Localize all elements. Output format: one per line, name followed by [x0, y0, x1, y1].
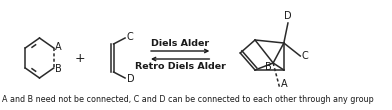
Text: B: B [55, 64, 62, 74]
Text: Retro Diels Alder: Retro Diels Alder [135, 62, 226, 71]
Text: B: B [265, 62, 272, 72]
Text: D: D [284, 11, 292, 21]
Text: C: C [127, 32, 133, 42]
Text: A and B need not be connected, C and D can be connected to each other through an: A and B need not be connected, C and D c… [2, 95, 374, 104]
Text: A: A [281, 79, 287, 89]
Text: +: + [74, 51, 85, 64]
Text: A: A [55, 42, 62, 52]
Text: C: C [302, 51, 309, 61]
Text: Diels Alder: Diels Alder [151, 39, 209, 48]
Text: D: D [127, 74, 134, 84]
